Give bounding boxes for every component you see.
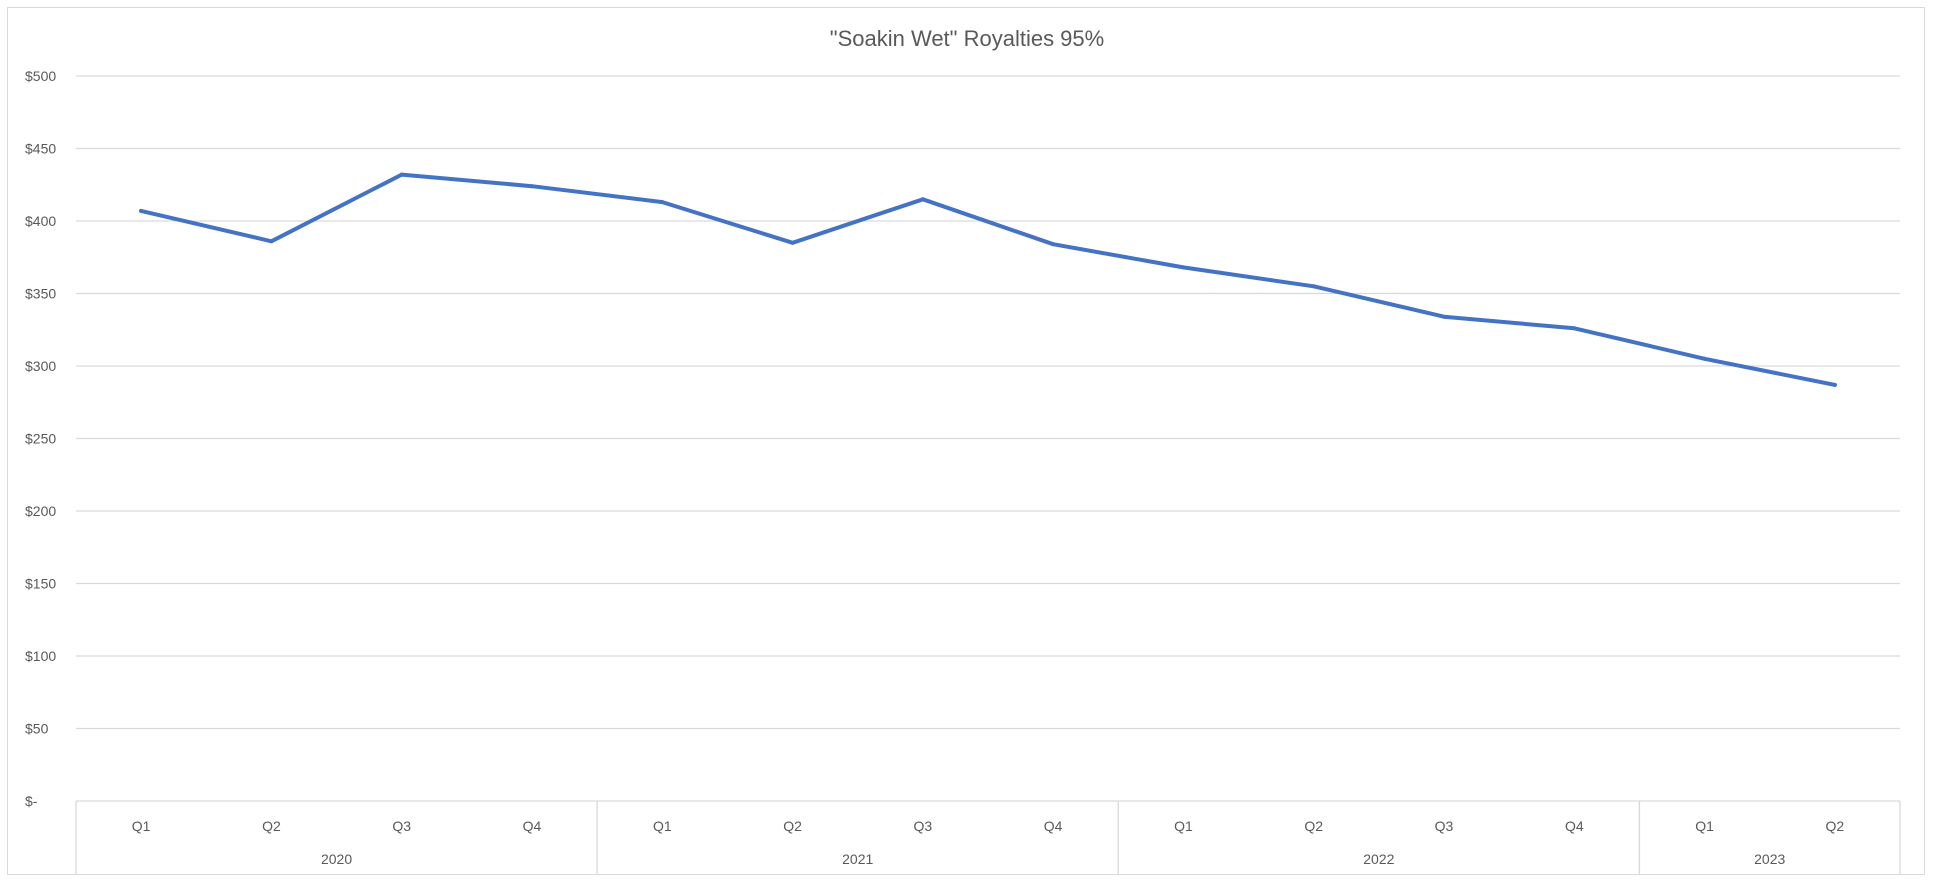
y-tick-label: $-	[25, 793, 38, 809]
x-tick-label: Q3	[914, 818, 933, 834]
series-layer	[139, 172, 1837, 387]
y-tick-label: $300	[25, 358, 56, 374]
y-tick-label: $400	[25, 213, 56, 229]
data-point	[139, 208, 144, 213]
x-group-label: 2022	[1363, 851, 1394, 867]
y-tick-label: $150	[25, 576, 56, 592]
chart-frame: "Soakin Wet" Royalties 95% $- $50 $100 $150…	[7, 7, 1925, 875]
x-tick-label: Q2	[1826, 818, 1845, 834]
x-tick-label: Q1	[1174, 818, 1193, 834]
x-tick-label: Q2	[783, 818, 802, 834]
data-point	[1702, 356, 1707, 361]
gridlines	[76, 75, 1900, 802]
x-tick-label: Q1	[1695, 818, 1714, 834]
y-tick-label: $350	[25, 286, 56, 302]
data-point	[1051, 242, 1056, 247]
data-point	[1832, 382, 1837, 387]
data-point	[1181, 265, 1186, 270]
y-tick-label: $500	[25, 68, 56, 84]
x-group-label: 2023	[1754, 851, 1785, 867]
series-line-0	[139, 172, 1837, 387]
x-tick-label: Q2	[1304, 818, 1323, 834]
data-point	[269, 239, 274, 244]
x-tick-label: Q3	[1435, 818, 1454, 834]
x-group-label: 2020	[321, 851, 352, 867]
x-tick-label: Q1	[653, 818, 672, 834]
y-tick-label: $100	[25, 648, 56, 664]
chart-title: "Soakin Wet" Royalties 95%	[830, 26, 1104, 51]
data-point	[1572, 326, 1577, 331]
y-tick-label: $200	[25, 503, 56, 519]
data-point	[660, 200, 665, 205]
data-point	[920, 197, 925, 202]
x-group-label: 2021	[842, 851, 873, 867]
x-tick-label: Q4	[1565, 818, 1584, 834]
y-tick-label: $50	[25, 721, 49, 737]
data-point	[399, 172, 404, 177]
line-chart: "Soakin Wet" Royalties 95% $- $50 $100 $150…	[25, 26, 1901, 874]
x-tick-label: Q4	[1044, 818, 1063, 834]
x-tick-label: Q2	[262, 818, 281, 834]
data-point	[1442, 314, 1446, 319]
y-tick-label: $450	[25, 141, 56, 157]
x-axis: Q1 Q2 Q3 Q4 Q1 Q2 Q3 Q4 Q1 Q2 Q3 Q4 Q1 Q2 2020 2021 2022…	[75, 801, 1901, 874]
x-tick-label: Q3	[392, 818, 411, 834]
data-point	[530, 184, 534, 189]
y-tick-label: $250	[25, 431, 56, 447]
x-tick-label: Q1	[132, 818, 151, 834]
y-axis-tick-labels: $- $50 $100 $150 $200 $250 $300 $350 $400 $450 $50…	[25, 68, 56, 809]
data-point	[790, 240, 795, 245]
x-tick-label: Q4	[523, 818, 542, 834]
data-point	[1311, 284, 1316, 289]
